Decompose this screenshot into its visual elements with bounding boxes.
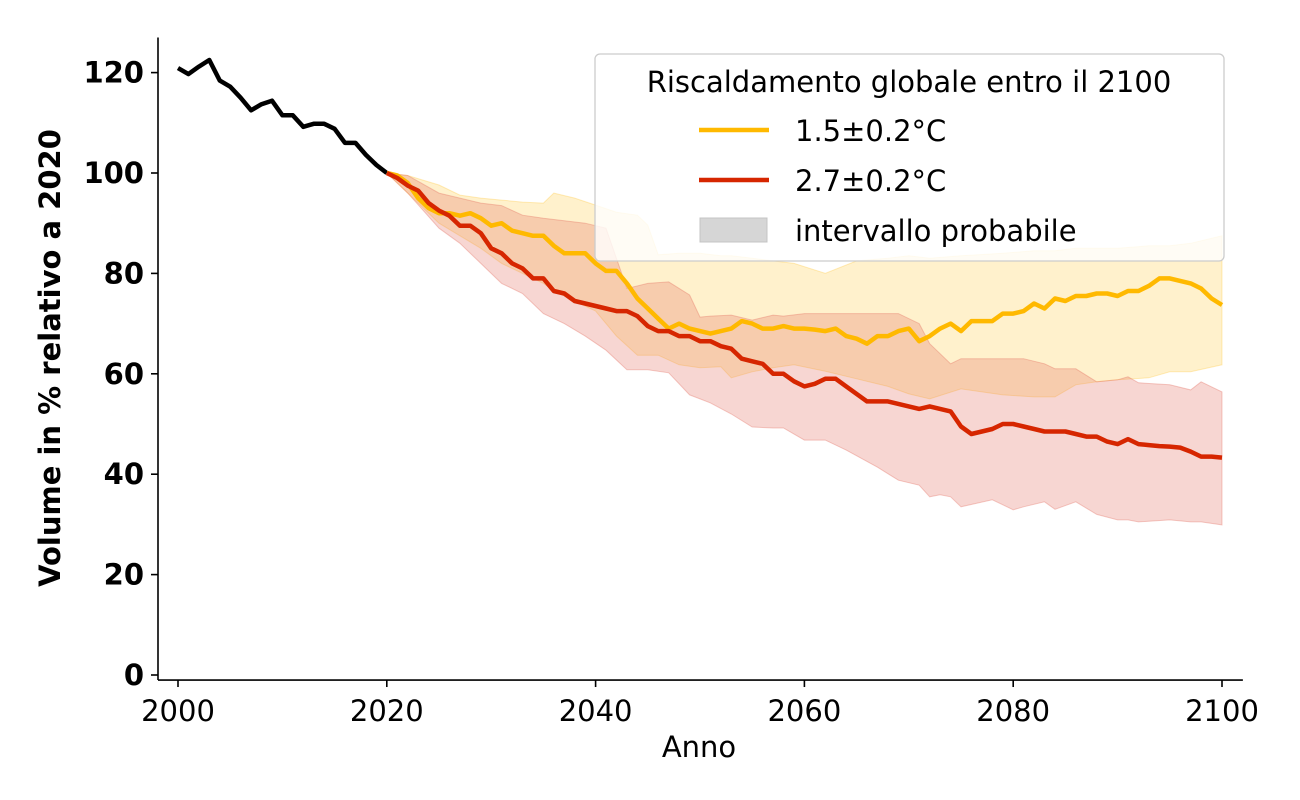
x-tick-label: 2100 [1185,694,1259,728]
series-line-2-7 [385,170,1223,460]
series-line-storico [176,57,389,175]
y-tick-label: 40 [104,457,144,491]
legend-box [594,53,1225,262]
x-ticks: 2000 2020 2040 2060 2080 2100 [141,680,1259,728]
legend-label-intervallo: intervallo probabile [795,214,1077,248]
y-ticks: 0 20 40 60 80 100 120 [83,56,158,692]
legend: Riscaldamento globale entro il 2100 1.5±… [594,53,1225,262]
x-tick-label: 2080 [976,694,1050,728]
legend-swatch-intervallo [699,217,768,243]
y-tick-label: 20 [104,558,144,592]
lines-layer [176,57,1224,460]
series-line-1-5 [386,170,1224,346]
y-tick-label: 60 [104,357,144,391]
legend-title: Riscaldamento globale entro il 2100 [647,65,1172,99]
x-tick-label: 2020 [350,694,424,728]
x-axis-title: Anno [662,730,736,764]
y-tick-label: 120 [83,56,144,90]
x-tick-label: 2060 [767,694,841,728]
x-tick-label: 2040 [559,694,633,728]
y-tick-label: 0 [124,658,144,692]
y-tick-label: 80 [104,256,144,290]
y-axis-title: Volume in % relativo a 2020 [33,129,67,587]
legend-label-1-5: 1.5±0.2°C [795,114,946,148]
x-tick-label: 2000 [141,694,215,728]
y-tick-label: 100 [83,156,144,190]
legend-label-2-7: 2.7±0.2°C [795,164,946,198]
